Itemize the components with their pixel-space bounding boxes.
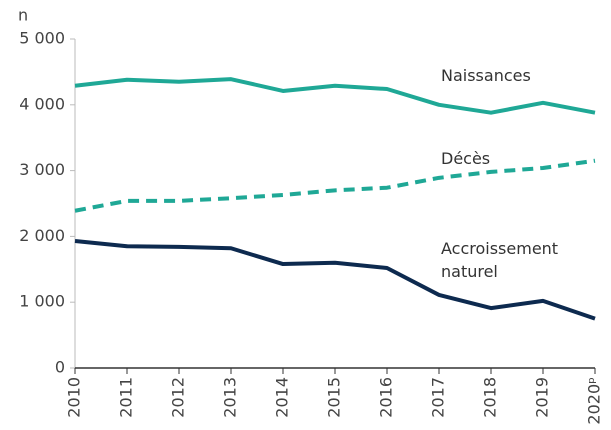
series-label: Naissances: [441, 66, 531, 85]
x-tick-label: 2016: [377, 377, 396, 418]
line-series: [74, 158, 596, 213]
line-series: [74, 239, 596, 321]
x-tick-label: 2015: [325, 377, 344, 418]
x-tick-label: 2011: [117, 377, 136, 418]
x-tick-label: 2018: [481, 377, 500, 418]
x-tick-label: 2014: [273, 377, 292, 418]
x-tick-label: 2020ᵖ: [585, 377, 604, 425]
series-label: Accroissement naturel: [441, 239, 559, 281]
series-label: Décès: [441, 149, 491, 168]
x-tick-label: 2012: [169, 377, 188, 418]
y-tick-label: 3 000: [19, 160, 65, 179]
x-tick-label: 2019: [533, 377, 552, 418]
x-tick-label: 2010: [65, 377, 84, 418]
x-tick-label: 2017: [429, 377, 448, 418]
y-tick-label: 1 000: [19, 292, 65, 311]
y-axis-label: n: [18, 6, 28, 25]
x-tick-label: 2013: [221, 377, 240, 418]
y-tick-label: 0: [55, 358, 65, 377]
line-series: [74, 77, 596, 115]
y-tick-label: 4 000: [19, 94, 65, 113]
y-tick-label: 5 000: [19, 29, 65, 48]
y-tick-label: 2 000: [19, 226, 65, 245]
